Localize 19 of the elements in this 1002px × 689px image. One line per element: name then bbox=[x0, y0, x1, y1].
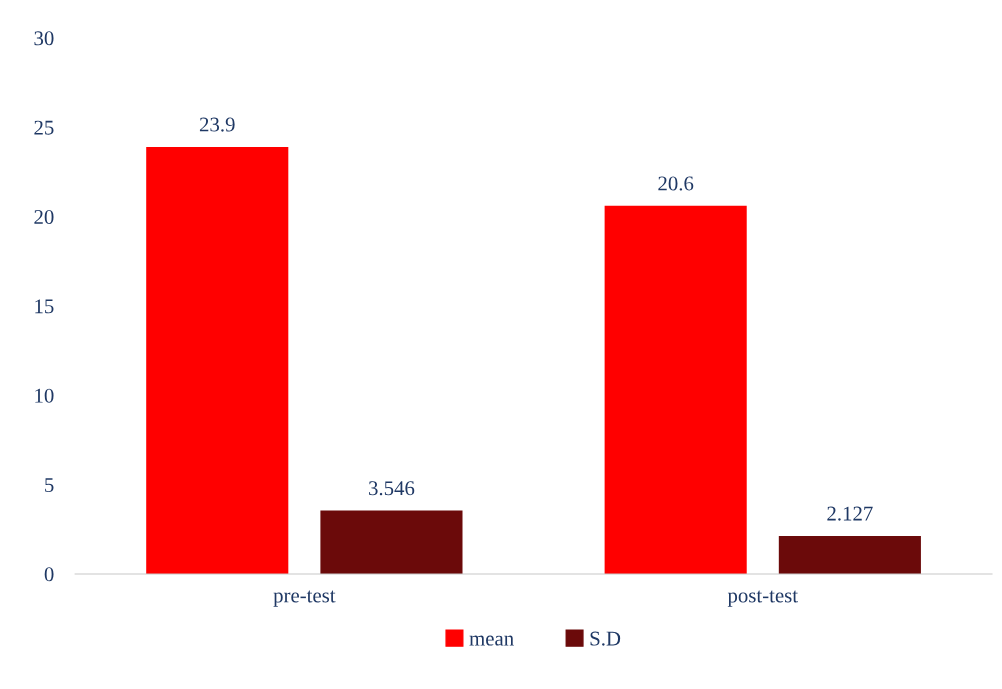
data-label: 20.6 bbox=[658, 176, 694, 191]
bar bbox=[778, 535, 921, 574]
legend-label: mean bbox=[469, 635, 514, 646]
y-tick-label: 0 bbox=[44, 567, 54, 582]
data-label: 23.9 bbox=[199, 117, 235, 132]
y-tick-label: 30 bbox=[34, 31, 54, 46]
y-tick-label: 25 bbox=[34, 120, 54, 135]
bar bbox=[604, 205, 747, 574]
x-tick-label: post-test bbox=[727, 590, 798, 607]
bar bbox=[146, 146, 289, 574]
y-tick-label: 20 bbox=[34, 209, 54, 225]
x-tick-label: pre-test bbox=[273, 590, 336, 607]
legend-label: S.D bbox=[590, 631, 621, 646]
data-label: 3.546 bbox=[369, 481, 415, 496]
y-tick-label: 15 bbox=[35, 299, 54, 314]
bar bbox=[320, 510, 463, 574]
data-label: 2.127 bbox=[827, 506, 873, 521]
y-tick-label: 5 bbox=[45, 478, 54, 493]
y-tick-label: 10 bbox=[35, 388, 54, 403]
